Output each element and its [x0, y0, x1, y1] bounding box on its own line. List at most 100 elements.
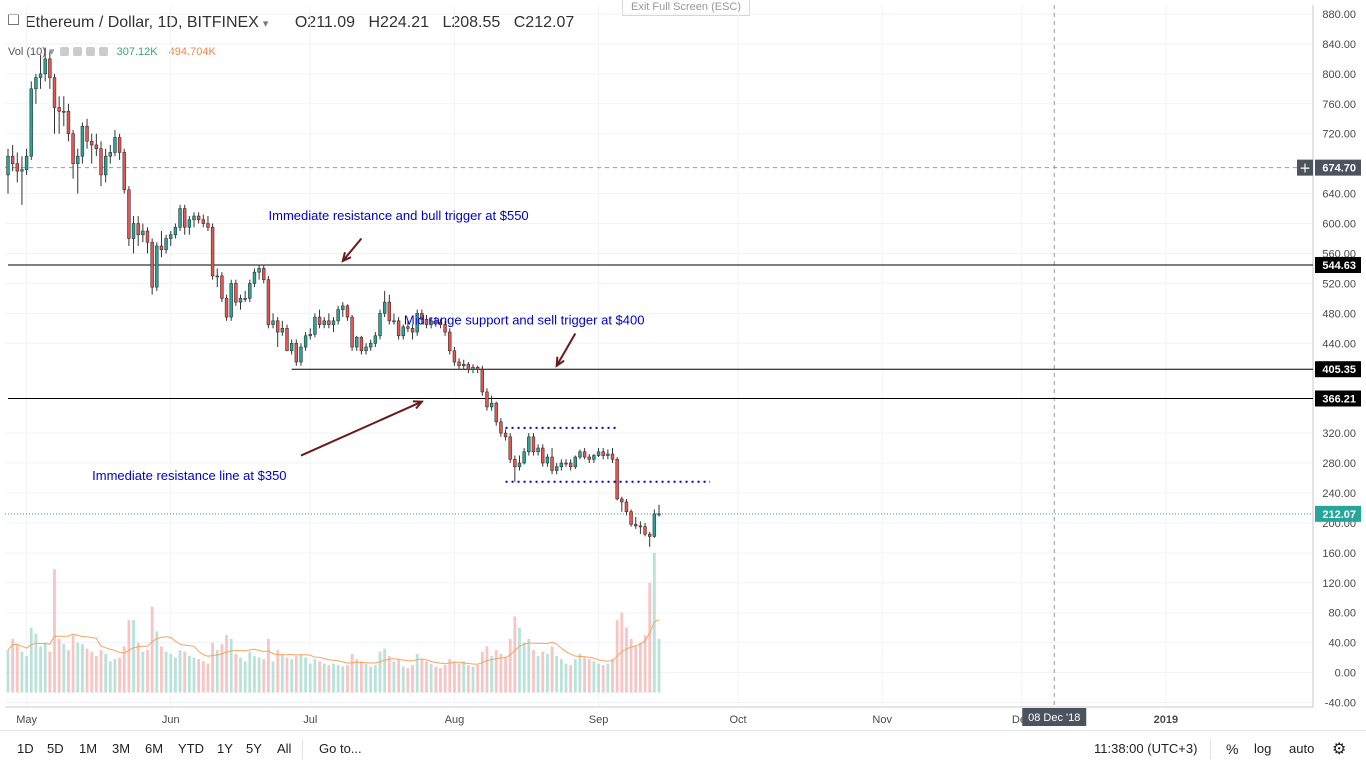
volume-bar: [48, 651, 52, 693]
collapse-icon[interactable]: [8, 14, 19, 25]
candle-body: [62, 110, 66, 113]
exit-fullscreen-button[interactable]: Exit Full Screen (ESC): [622, 0, 750, 16]
candle-body: [131, 223, 136, 239]
timeframe-1m[interactable]: 1M: [79, 741, 98, 756]
candle-body: [424, 319, 429, 325]
timeframe-1y[interactable]: 1Y: [217, 741, 233, 756]
plus-icon[interactable]: [85, 47, 95, 56]
candle: [629, 509, 633, 527]
crosshair-date-tag: 08 Dec '18: [1028, 712, 1080, 724]
candle-body: [229, 283, 233, 318]
volume-bar: [527, 638, 531, 693]
volume-bar: [490, 656, 493, 693]
volume-bar: [29, 627, 33, 693]
candle: [331, 317, 336, 333]
crosshair-price-tag-bg: [1315, 159, 1361, 176]
arrow-head: [555, 356, 565, 368]
volume-bar: [522, 642, 526, 693]
close-icon[interactable]: [98, 47, 108, 56]
candle: [434, 317, 438, 327]
time-tick-label: 2019: [1154, 714, 1178, 726]
price-tick-label: 840.00: [1322, 39, 1356, 51]
candle: [373, 332, 378, 348]
candle: [545, 454, 550, 467]
goto-button[interactable]: Go to...: [319, 741, 362, 756]
volume-bar: [183, 651, 187, 693]
volume-bar: [420, 659, 424, 693]
candle: [522, 448, 526, 465]
timeframe-all[interactable]: All: [277, 741, 292, 756]
volume-bar: [187, 656, 191, 693]
chevron-down-icon[interactable]: ▾: [262, 18, 269, 30]
candle-body: [99, 148, 103, 176]
candle: [582, 448, 587, 460]
candle: [615, 457, 619, 501]
gear-icon[interactable]: [72, 47, 82, 56]
candle-body: [341, 305, 345, 310]
candle: [359, 335, 364, 355]
volume-bar: [360, 661, 363, 693]
candle: [643, 522, 647, 537]
price-tick-label: 80.00: [1328, 608, 1356, 620]
candle: [266, 275, 271, 329]
candle-body: [652, 513, 657, 537]
candle: [457, 358, 461, 370]
volume-bar: [434, 666, 438, 693]
timeframe-1d[interactable]: 1D: [17, 741, 34, 756]
candle: [201, 214, 205, 228]
candle: [85, 118, 89, 149]
log-toggle[interactable]: log: [1254, 741, 1272, 756]
candle: [43, 47, 47, 82]
candle-body: [20, 169, 24, 172]
candle: [178, 204, 182, 232]
volume-bar: [206, 663, 210, 693]
volume-bar: [350, 653, 354, 693]
volume-bar: [369, 666, 373, 693]
candle: [108, 144, 112, 164]
price-chart[interactable]: Immediate resistance and bull trigger at…: [0, 0, 1366, 730]
candle-body: [555, 466, 559, 471]
price-tick-label: 760.00: [1322, 99, 1356, 111]
time-tick-label: May: [16, 714, 37, 726]
chevron-down-icon[interactable]: ▾: [48, 46, 55, 58]
time-tick-label: Jun: [162, 714, 180, 726]
price-tick-label: 320.00: [1322, 428, 1356, 440]
candle: [466, 361, 471, 374]
volume-bar: [271, 661, 275, 693]
toolbar-divider: [302, 739, 303, 759]
candle-body: [164, 238, 168, 251]
volume-bar: [448, 659, 452, 693]
timeframe-6m[interactable]: 6M: [145, 741, 164, 756]
volume-bar: [257, 657, 261, 693]
candle-body: [266, 279, 271, 325]
percent-toggle[interactable]: %: [1226, 741, 1239, 757]
candle-body: [29, 88, 33, 157]
candle: [6, 148, 10, 194]
volume-bar: [555, 656, 559, 693]
candle: [224, 294, 229, 321]
auto-toggle[interactable]: auto: [1289, 741, 1315, 756]
gear-icon[interactable]: ⚙: [1332, 741, 1347, 758]
symbol-title[interactable]: Ethereum / Dollar, 1D, BITFINEX: [25, 14, 259, 31]
candle: [187, 216, 192, 235]
candle-body: [410, 328, 415, 333]
volume-bar: [401, 666, 405, 693]
timeframe-5d[interactable]: 5D: [47, 741, 64, 756]
volume-bar: [355, 659, 359, 693]
volume-bar: [648, 582, 652, 693]
volume-ma-line: [7, 619, 660, 665]
timeframe-ytd[interactable]: YTD: [178, 741, 204, 756]
timeframe-5y[interactable]: 5Y: [246, 741, 262, 756]
volume-bars: [6, 552, 661, 693]
volume-bar: [518, 627, 521, 693]
candle: [252, 268, 257, 288]
annotation-arrow: [300, 400, 423, 457]
eye-icon[interactable]: [59, 47, 69, 56]
price-tick-label: 0.00: [1335, 668, 1356, 680]
timeframe-3m[interactable]: 3M: [112, 741, 131, 756]
price-tick-label: 120.00: [1322, 578, 1356, 590]
candle: [369, 339, 373, 351]
candle: [94, 133, 99, 157]
volume-bar: [318, 661, 321, 693]
candle-body: [313, 316, 317, 335]
